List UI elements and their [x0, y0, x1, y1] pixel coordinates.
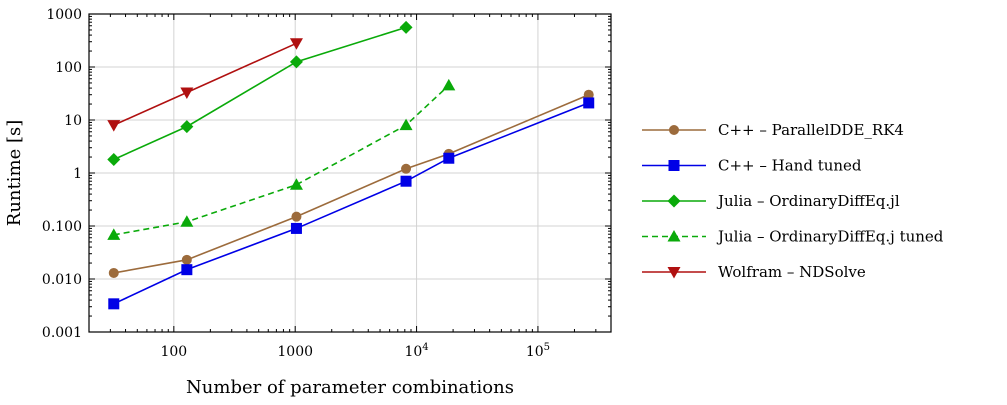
series-3 [107, 20, 413, 166]
legend-marker [669, 125, 679, 135]
data-point [107, 228, 121, 240]
data-point [583, 97, 595, 109]
data-point [181, 264, 193, 276]
series-2 [108, 97, 595, 310]
data-point [289, 178, 303, 190]
y-tick-label: 10 [64, 113, 82, 129]
grid [89, 13, 611, 333]
x-tick-label: 105 [526, 342, 550, 360]
y-tick-label: 0.010 [42, 272, 82, 288]
legend-label: C++ – Hand tuned [718, 157, 862, 175]
series-line [113, 26, 407, 161]
axis-ticks: 100 1000 104 105 0.001 0.010 0.100 1 10 100 1000 [42, 7, 612, 360]
series-1 [108, 89, 594, 278]
legend-item: C++ – Hand tuned [642, 157, 862, 175]
data-point [108, 267, 119, 278]
data-point [180, 87, 194, 100]
x-tick-label: 100 [160, 344, 187, 360]
y-axis-label: Runtime [s] [4, 120, 25, 226]
data-point [290, 222, 302, 234]
data-point [180, 120, 194, 134]
series-line [113, 84, 450, 236]
x-axis-label: Number of parameter combinations [186, 377, 514, 398]
data-point [291, 211, 302, 222]
series-group [107, 20, 595, 310]
legend-marker [667, 230, 681, 242]
x-tick-label: 104 [404, 342, 428, 360]
data-point [399, 118, 413, 131]
y-tick-label: 0.100 [42, 219, 82, 235]
y-tick-label: 1 [73, 166, 82, 182]
data-point [181, 254, 192, 265]
legend: C++ – ParallelDDE_RK4 C++ – Hand tuned Jul… [642, 121, 944, 281]
y-tick-label: 1000 [46, 7, 82, 23]
data-point [107, 152, 121, 166]
x-tick-label: 1000 [277, 344, 313, 360]
data-point [400, 175, 412, 187]
legend-item: C++ – ParallelDDE_RK4 [642, 121, 904, 139]
data-point [401, 163, 412, 174]
data-point [442, 78, 456, 91]
legend-item: Wolfram – NDSolve [642, 263, 866, 281]
legend-marker [667, 194, 681, 208]
data-point [399, 20, 413, 34]
legend-label: Julia – OrdinaryDiffEq.j tuned [716, 228, 944, 246]
data-point [443, 152, 455, 164]
series-5 [107, 38, 303, 132]
legend-item: Julia – OrdinaryDiffEq.j tuned [642, 228, 944, 246]
legend-label: C++ – ParallelDDE_RK4 [718, 121, 904, 139]
legend-label: Wolfram – NDSolve [718, 263, 866, 281]
legend-label: Julia – OrdinaryDiffEq.jl [716, 192, 900, 210]
series-line [113, 42, 297, 126]
legend-item: Julia – OrdinaryDiffEq.jl [642, 192, 900, 210]
y-tick-label: 0.001 [42, 325, 82, 341]
data-point [108, 298, 120, 310]
data-point [180, 215, 194, 227]
series-line [113, 93, 590, 274]
legend-marker [667, 267, 681, 279]
data-point [583, 89, 594, 100]
series-line [113, 102, 590, 305]
y-tick-label: 100 [55, 60, 82, 76]
data-point [289, 38, 303, 50]
data-point [289, 55, 303, 69]
data-point [107, 120, 121, 132]
series-4 [107, 78, 456, 240]
legend-marker [668, 160, 680, 171]
